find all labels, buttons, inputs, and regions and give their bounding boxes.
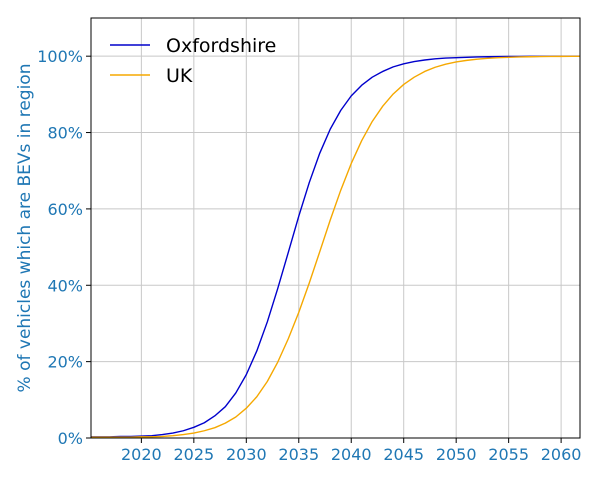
x-tick-label: 2045 [383, 445, 424, 464]
x-tick-label: 2040 [331, 445, 372, 464]
y-axis: 0% 20% 40% 60% 80% 100% [37, 47, 91, 448]
series-line-uk [91, 55, 580, 438]
y-tick-label: 0% [58, 429, 83, 448]
grid [91, 18, 580, 439]
y-tick-label: 60% [47, 200, 83, 219]
x-tick-label: 2050 [436, 445, 477, 464]
x-tick-label: 2020 [121, 445, 162, 464]
x-tick-label: 2025 [173, 445, 214, 464]
y-tick-label: 100% [37, 47, 83, 66]
legend-label-oxfordshire: Oxfordshire [166, 35, 276, 57]
y-axis-label: % of vehicles which are BEVs in region [15, 64, 35, 393]
series-layer [91, 55, 580, 438]
plot-frame [90, 17, 581, 439]
x-axis: 2020 2025 2030 2035 2040 2045 2050 2055 2060 [121, 438, 581, 464]
x-tick-label: 2060 [541, 445, 582, 464]
x-tick-label: 2055 [488, 445, 529, 464]
x-tick-label: 2030 [226, 445, 267, 464]
y-tick-label: 80% [47, 124, 83, 143]
x-tick-label: 2035 [278, 445, 319, 464]
y-tick-label: 40% [47, 276, 83, 295]
legend-label-uk: UK [166, 65, 193, 87]
series-line-oxfordshire [91, 55, 580, 438]
y-tick-label: 20% [47, 353, 83, 372]
legend: Oxfordshire UK [110, 35, 276, 87]
